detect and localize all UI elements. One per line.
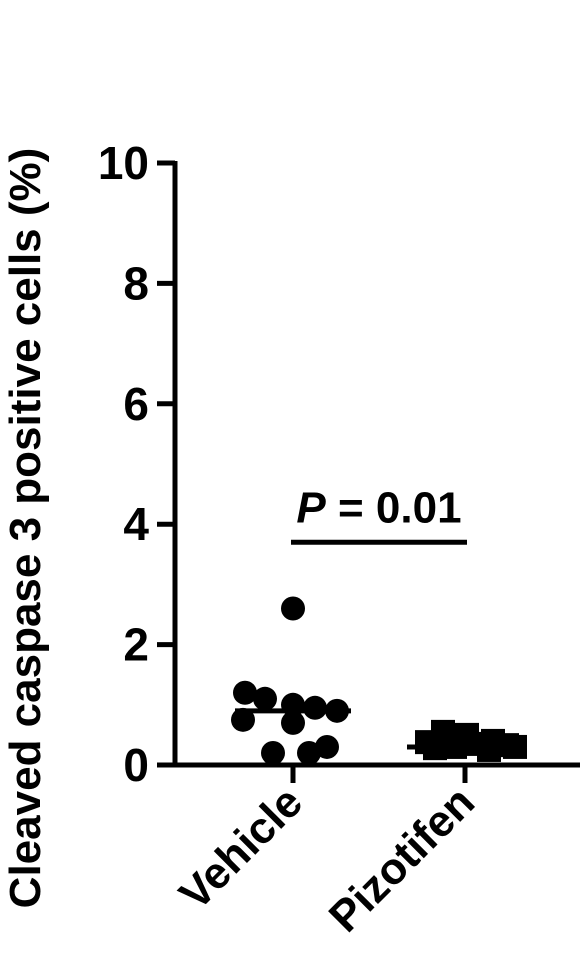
data-marks xyxy=(231,596,527,765)
x-category-label: Pizotifen xyxy=(320,777,484,941)
y-tick-label: 4 xyxy=(123,498,149,550)
y-tick-label: 6 xyxy=(123,378,149,430)
x-axis: Vehicle Pizotifen xyxy=(170,762,580,942)
vehicle-point xyxy=(231,707,255,732)
annotations: P = 0.01 xyxy=(291,483,467,545)
y-axis: 0 2 4 6 8 10 xyxy=(98,137,178,791)
vehicle-point xyxy=(261,740,285,765)
y-tick-label: 0 xyxy=(123,739,149,791)
vehicle-point xyxy=(233,680,257,705)
y-tick-label: 2 xyxy=(123,619,149,671)
vehicle-point xyxy=(253,686,277,711)
p-value-label: P = 0.01 xyxy=(296,483,461,532)
pizotifen-point xyxy=(477,737,501,762)
y-axis-label: Cleaved caspase 3 positive cells (%) xyxy=(1,148,50,909)
vehicle-point xyxy=(303,695,327,720)
y-tick-label: 8 xyxy=(123,257,149,309)
vehicle-point xyxy=(281,710,305,735)
vehicle-point xyxy=(315,734,339,759)
vehicle-point xyxy=(281,596,305,621)
vehicle-point xyxy=(297,740,321,765)
x-category-label: Vehicle xyxy=(170,777,312,919)
y-tick-label: 10 xyxy=(98,137,149,189)
